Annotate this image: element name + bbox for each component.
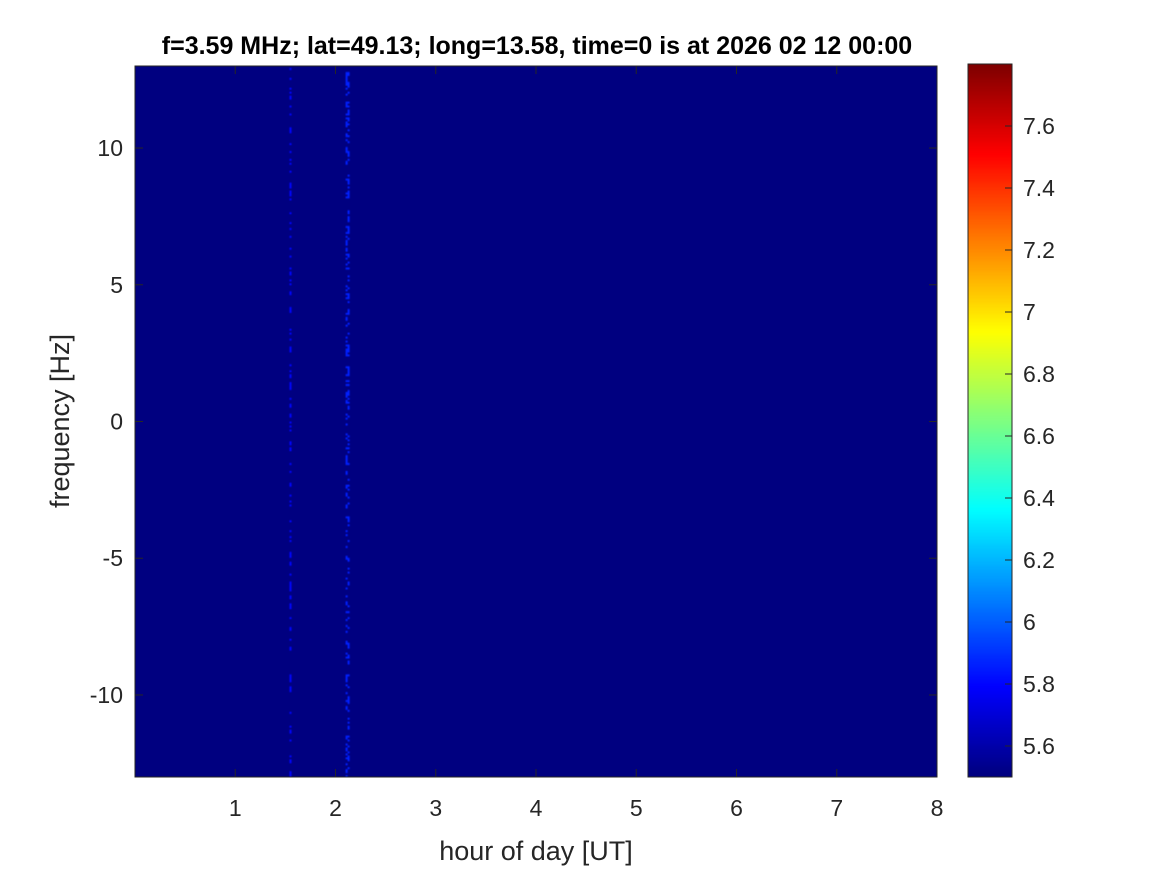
plot-area (134, 65, 938, 778)
colorbar-tick-label: 7.6 (1023, 113, 1055, 139)
colorbar-frame (967, 63, 1013, 778)
chart-title: f=3.59 MHz; lat=49.13; long=13.58, time=… (162, 32, 912, 60)
y-tick-label: -5 (103, 545, 123, 571)
colorbar-tick-label: 7 (1023, 299, 1036, 325)
y-tick-label: 0 (110, 409, 123, 435)
colorbar-ticks: 5.6 5.8 6 6.2 6.4 6.6 6.8 7 7.2 7.4 7.6 (1005, 113, 1055, 759)
y-tick-label: 10 (97, 135, 123, 161)
x-tick-label: 3 (429, 795, 442, 821)
colorbar (967, 63, 1013, 778)
x-tick-label: 7 (830, 795, 843, 821)
x-tick-label: 5 (630, 795, 643, 821)
colorbar-tick-label: 7.4 (1023, 175, 1055, 201)
colorbar-tick-label: 6 (1023, 609, 1036, 635)
y-axis-label: frequency [Hz] (45, 334, 75, 508)
x-tick-label: 8 (931, 795, 944, 821)
y-tick-label: -10 (90, 682, 123, 708)
colorbar-tick-label: 6.4 (1023, 485, 1055, 511)
y-axis-ticks: -10 -5 0 5 10 (90, 135, 937, 708)
colorbar-tick-label: 7.2 (1023, 237, 1055, 263)
colorbar-tick-label: 5.6 (1023, 733, 1055, 759)
x-tick-label: 4 (530, 795, 543, 821)
spectrogram-heatmap (135, 66, 937, 777)
x-axis-ticks: 1 2 3 4 5 6 7 8 (229, 66, 944, 821)
x-tick-label: 6 (730, 795, 743, 821)
colorbar-tick-label: 6.6 (1023, 423, 1055, 449)
colorbar-gradient (968, 64, 1012, 777)
y-tick-label: 5 (110, 272, 123, 298)
x-tick-label: 1 (229, 795, 242, 821)
x-axis-label: hour of day [UT] (439, 836, 633, 866)
colorbar-tick-label: 5.8 (1023, 671, 1055, 697)
colorbar-tick-label: 6.8 (1023, 361, 1055, 387)
colorbar-tick-label: 6.2 (1023, 547, 1055, 573)
x-tick-label: 2 (329, 795, 342, 821)
